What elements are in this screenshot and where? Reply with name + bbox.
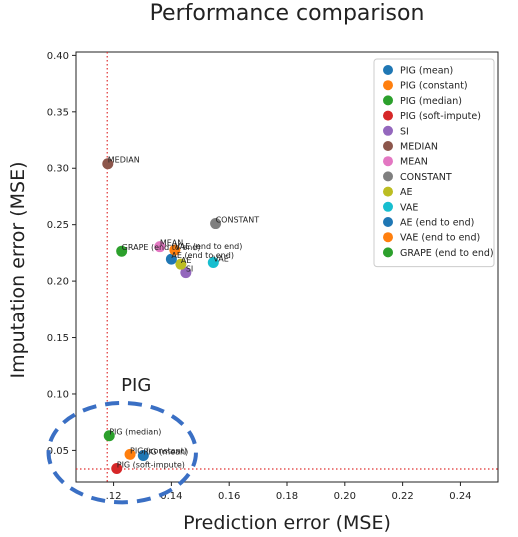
- legend-entry: PIG (soft-impute): [400, 111, 481, 122]
- legend-entry: MEDIAN: [400, 142, 438, 153]
- x-tick-label: 0.22: [391, 491, 413, 502]
- point-label: SI: [186, 265, 193, 274]
- legend-marker: [383, 217, 393, 227]
- point-label: PIG (median): [109, 428, 161, 437]
- data-point: [169, 244, 181, 256]
- x-axis-label: Prediction error (MSE): [183, 512, 391, 534]
- legend-entry: AE: [400, 187, 413, 198]
- y-axis-ticks: 0.05 0.10 0.15 0.20 0.25 0.30 0.35 0.40: [47, 51, 76, 457]
- legend-entry: PIG (constant): [400, 81, 468, 92]
- x-tick-label: 0.24: [449, 491, 471, 502]
- legend-marker: [383, 65, 393, 75]
- legend-marker: [383, 110, 393, 121]
- y-tick-label: 0.05: [47, 446, 69, 457]
- legend-marker: [383, 125, 393, 136]
- data-points: [102, 158, 222, 474]
- chart-title: Performance comparison: [150, 1, 425, 26]
- legend-entry: GRAPE (end to end): [400, 248, 494, 259]
- point-label: MEAN: [160, 239, 183, 248]
- point-label: PIG (mean): [143, 447, 188, 456]
- legend-entry: MEAN: [400, 157, 428, 168]
- point-label: CONSTANT: [216, 216, 260, 225]
- highlight-label: PIG: [121, 375, 151, 396]
- x-tick-label: 0.14: [160, 491, 182, 502]
- y-tick-label: 0.35: [47, 107, 69, 118]
- legend-entry: VAE (end to end): [400, 233, 480, 244]
- data-point: [137, 449, 149, 461]
- legend-marker: [383, 156, 393, 167]
- y-tick-label: 0.40: [47, 51, 69, 62]
- y-tick-label: 0.20: [47, 277, 69, 288]
- point-label: PIG (constant): [130, 446, 187, 455]
- data-point: [111, 462, 123, 474]
- legend-entry: CONSTANT: [400, 172, 452, 183]
- highlight-ellipse: [46, 400, 198, 505]
- legend-box: [373, 58, 495, 268]
- x-tick-label: 0.20: [334, 491, 356, 502]
- legend-entry: VAE: [400, 202, 418, 213]
- point-label: PIG (soft-impute): [117, 460, 185, 469]
- legend-marker: [383, 247, 393, 258]
- x-tick-label: 0.16: [218, 491, 240, 502]
- y-tick-label: 0.30: [47, 164, 69, 175]
- legend-marker: [383, 186, 393, 197]
- legend-marker: [383, 141, 393, 151]
- legend-marker: [383, 80, 393, 91]
- data-point: [210, 218, 222, 230]
- point-label: VAE (end to end): [175, 242, 243, 251]
- legend-marker: [383, 171, 393, 182]
- legend-entry: PIG (mean): [400, 66, 453, 77]
- legend-entry: AE (end to end): [400, 218, 474, 229]
- pig-highlight: PIG: [46, 375, 198, 505]
- data-point: [124, 448, 136, 460]
- point-label: AE: [181, 256, 192, 265]
- point-label: VAE: [213, 254, 229, 263]
- legend-entry: SI: [400, 126, 409, 137]
- point-label: MEDIAN: [108, 156, 140, 165]
- data-point: [165, 253, 177, 265]
- y-tick-label: 0.10: [47, 389, 69, 400]
- x-tick-label: 0.18: [276, 491, 298, 502]
- legend-marker: [383, 201, 393, 212]
- point-labels: PIG (mean)PIG (constant) PIG (median) PIG …: [108, 156, 259, 470]
- data-point: [180, 267, 192, 279]
- data-point: [103, 430, 115, 442]
- data-point: [154, 241, 166, 253]
- data-point: [207, 256, 219, 268]
- legend-entry: PIG (median): [400, 96, 462, 107]
- legend-marker: [383, 232, 393, 243]
- y-tick-label: 0.25: [47, 220, 69, 231]
- data-point: [175, 258, 187, 270]
- legend: PIG (mean) PIG (constant) PIG (median) PIG …: [373, 58, 495, 268]
- x-tick-label: .12: [106, 491, 122, 502]
- point-label: AE (end to end): [171, 251, 234, 260]
- y-tick-label: 0.15: [47, 333, 69, 344]
- x-axis-ticks: .12 0.14 0.16 0.18 0.20 0.22 0.24: [106, 482, 472, 502]
- data-point: [116, 245, 128, 257]
- data-point: [102, 158, 114, 170]
- point-label: GRAPE (end to end): [122, 243, 201, 252]
- legend-marker: [383, 95, 393, 106]
- y-axis-label: Imputation error (MSE): [7, 161, 29, 378]
